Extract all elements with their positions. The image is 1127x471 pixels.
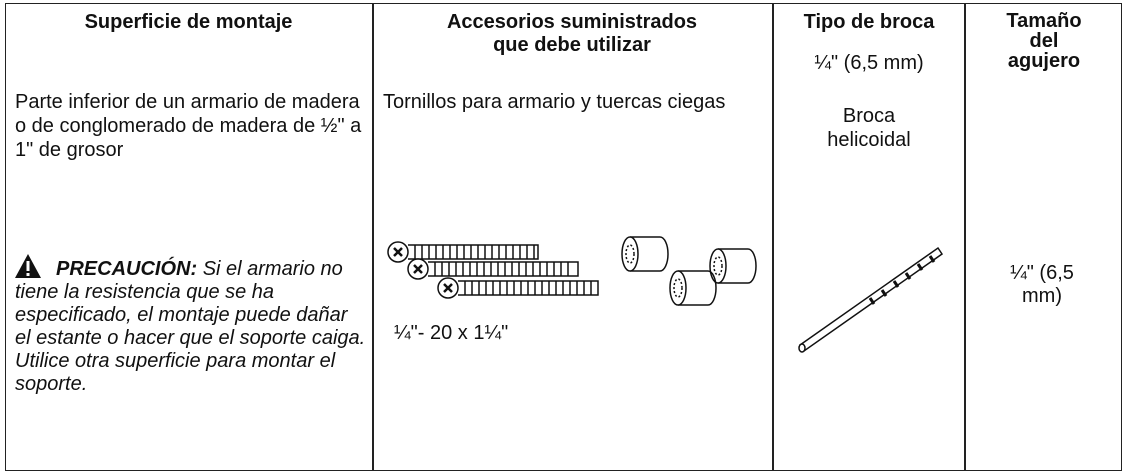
header: Superficie de montaje <box>84 11 293 33</box>
caution-text: Si el armario no tiene la resistencia qu… <box>15 258 366 395</box>
bit-size: ¼" (6,5 mm) <box>814 52 924 74</box>
hole-size: ¼" (6,5 mm) <box>1010 262 1074 307</box>
surface-text: Parte inferior de un armario de madera o… <box>15 91 362 161</box>
header: Tamaño del agujero <box>1006 10 1082 72</box>
drill-bit-illustration <box>798 246 944 353</box>
column-divider <box>772 3 774 470</box>
warning-icon <box>15 254 41 278</box>
bit-type: Broca helicoidal <box>827 105 911 151</box>
column-divider <box>964 3 966 470</box>
caution: PRECAUCIÓN: Si el armario no tiene la re… <box>15 258 367 396</box>
header: Tipo de broca <box>803 11 935 33</box>
hardware-illustration <box>387 236 757 306</box>
header: Accesorios suministrados que debe utiliz… <box>446 11 698 56</box>
caution-label: PRECAUCIÓN: <box>56 258 198 280</box>
accessories-text: Tornillos para armario y tuercas ciegas <box>383 91 726 113</box>
screw-size: ¼"- 20 x 1¼" <box>394 322 509 344</box>
column-divider <box>372 3 374 470</box>
